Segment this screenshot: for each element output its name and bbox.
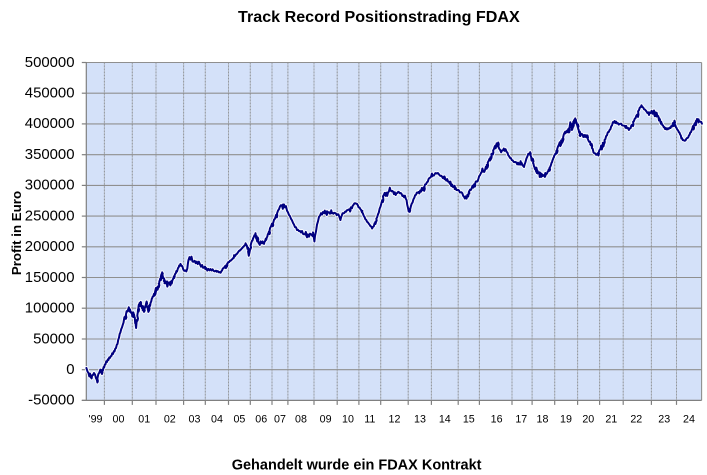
svg-text:17: 17 <box>515 414 527 426</box>
svg-text:21: 21 <box>605 414 617 426</box>
svg-text:Track Record Positionstrading: Track Record Positionstrading FDAX <box>238 8 520 26</box>
svg-text:01: 01 <box>138 414 150 426</box>
svg-text:100000: 100000 <box>25 301 75 317</box>
svg-text:04: 04 <box>211 414 223 426</box>
svg-text:-50000: -50000 <box>28 393 74 409</box>
svg-text:02: 02 <box>164 414 176 426</box>
svg-text:23: 23 <box>658 414 670 426</box>
svg-text:18: 18 <box>537 414 549 426</box>
svg-text:Profit in Euro: Profit in Euro <box>9 191 24 275</box>
svg-text:03: 03 <box>189 414 201 426</box>
svg-text:11: 11 <box>364 414 375 426</box>
svg-text:07: 07 <box>274 414 286 426</box>
svg-text:Gehandelt wurde ein FDAX Kontr: Gehandelt wurde ein FDAX Kontrakt <box>232 457 482 473</box>
svg-text:50000: 50000 <box>33 331 74 347</box>
svg-text:00: 00 <box>113 414 125 426</box>
svg-text:250000: 250000 <box>25 208 75 224</box>
svg-text:06: 06 <box>255 414 267 426</box>
svg-text:150000: 150000 <box>25 270 75 286</box>
svg-text:400000: 400000 <box>25 116 75 132</box>
svg-text:12: 12 <box>389 414 401 426</box>
svg-text:15: 15 <box>463 414 475 426</box>
svg-text:16: 16 <box>491 414 503 426</box>
svg-text:500000: 500000 <box>25 55 75 71</box>
svg-text:'99: '99 <box>89 414 103 426</box>
svg-text:08: 08 <box>295 414 307 426</box>
svg-text:20: 20 <box>582 414 594 426</box>
svg-text:05: 05 <box>233 414 245 426</box>
svg-text:300000: 300000 <box>25 178 75 194</box>
svg-text:10: 10 <box>342 414 354 426</box>
svg-text:13: 13 <box>414 414 426 426</box>
svg-text:450000: 450000 <box>25 86 75 102</box>
svg-text:24: 24 <box>683 414 695 426</box>
svg-text:0: 0 <box>66 362 74 378</box>
svg-text:22: 22 <box>630 414 642 426</box>
svg-text:19: 19 <box>560 414 572 426</box>
svg-text:09: 09 <box>320 414 332 426</box>
svg-text:14: 14 <box>439 414 451 426</box>
svg-text:200000: 200000 <box>25 239 75 255</box>
svg-text:350000: 350000 <box>25 147 75 163</box>
